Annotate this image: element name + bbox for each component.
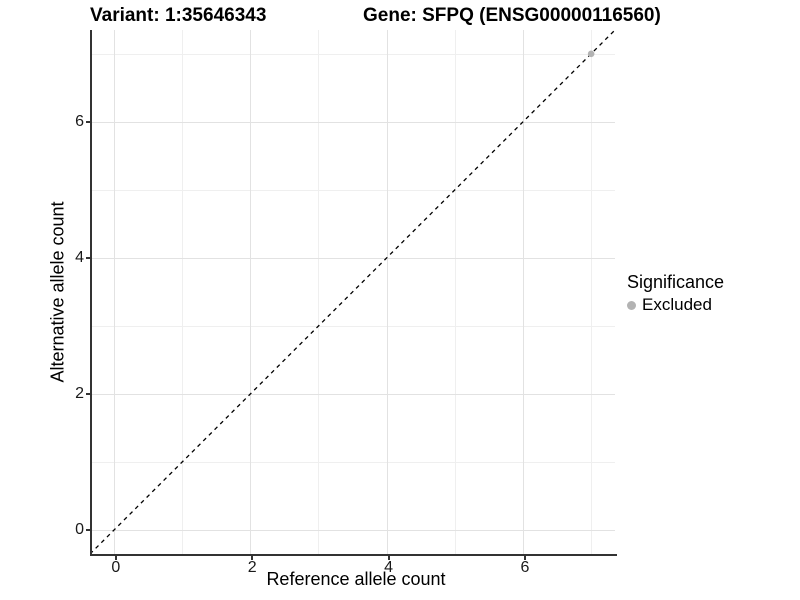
h-gridline (90, 54, 615, 55)
v-gridline (250, 30, 251, 554)
legend: Significance Excluded (627, 271, 724, 315)
x-tick-label: 6 (520, 559, 530, 576)
x-tick-mark (114, 556, 117, 560)
v-gridline (523, 30, 524, 554)
x-tick-mark (523, 556, 526, 560)
identity-line (90, 30, 615, 554)
x-axis-label: Reference allele count (266, 569, 446, 589)
y-axis-label: Alternative allele count (47, 201, 68, 383)
legend-title: Significance (627, 272, 725, 292)
x-axis-line (90, 554, 617, 556)
legend-point-icon (627, 300, 636, 310)
x-tick-label: 0 (111, 559, 121, 576)
h-gridline (90, 530, 615, 531)
y-tick-mark (86, 529, 90, 532)
h-gridline (90, 190, 615, 191)
y-tick-label: 2 (75, 385, 84, 403)
data-point (587, 50, 595, 58)
x-tick-mark (387, 556, 390, 560)
chart-title-gene: Gene: SFPQ (ENSG00000116560) (363, 5, 661, 26)
y-tick-mark (86, 120, 90, 123)
v-gridline (387, 30, 388, 554)
h-gridline (90, 462, 615, 463)
legend-item-excluded: Excluded (627, 295, 724, 315)
plot-panel (90, 30, 615, 554)
y-tick-mark (86, 393, 90, 396)
v-gridline (455, 30, 456, 554)
y-tick-mark (86, 256, 90, 259)
y-tick-label: 6 (75, 112, 84, 130)
v-gridline (591, 30, 592, 554)
legend-item-label: Excluded (642, 295, 712, 314)
h-gridline (90, 394, 615, 395)
h-gridline (90, 326, 615, 327)
h-gridline (90, 258, 615, 259)
v-gridline (182, 30, 183, 554)
x-tick-mark (251, 556, 254, 560)
chart-title-variant: Variant: 1:35646343 (90, 5, 267, 26)
x-tick-label: 2 (247, 559, 257, 576)
y-tick-label: 0 (75, 521, 84, 539)
h-gridline (90, 122, 615, 123)
y-tick-label: 4 (75, 248, 84, 266)
plot-canvas (90, 30, 615, 554)
x-tick-label: 4 (384, 559, 394, 576)
v-gridline (114, 30, 115, 554)
y-axis-line (90, 30, 92, 556)
v-gridline (318, 30, 319, 554)
